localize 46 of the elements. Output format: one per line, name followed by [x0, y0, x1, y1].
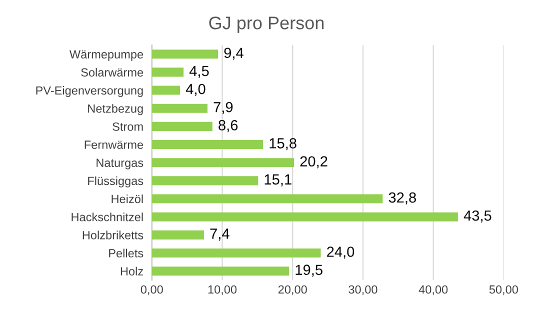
bar: [152, 248, 321, 258]
x-tick-label: 0,00: [140, 285, 163, 296]
data-label: 20,2: [300, 156, 328, 168]
y-tick-label: Hackschnitzel: [72, 212, 143, 222]
data-label: 8,6: [218, 120, 238, 132]
bar: [152, 212, 458, 222]
y-tick-label: Holz: [120, 266, 143, 276]
data-label: 15,1: [264, 174, 292, 186]
data-label: 4,0: [186, 84, 206, 96]
bar: [152, 158, 294, 168]
y-tick-label: Naturgas: [96, 158, 144, 170]
bar: [152, 230, 204, 240]
y-tick-label: Fernwärme: [84, 140, 144, 149]
data-label: 7,4: [210, 228, 230, 241]
bar: [152, 50, 218, 59]
x-tick-label: 50,00: [489, 285, 518, 296]
bar: [152, 86, 180, 95]
data-label: 4,5: [189, 66, 209, 78]
x-tick-label: 30,00: [348, 285, 378, 296]
x-tick-label: 40,00: [418, 285, 448, 296]
y-tick-label: Wärmepumpe: [69, 50, 144, 61]
y-tick-label: Netzbezug: [88, 104, 143, 116]
data-label: 32,8: [388, 192, 416, 204]
y-tick-label: Holzbriketts: [82, 230, 144, 240]
bar: [152, 68, 184, 77]
bar: [152, 140, 264, 150]
data-label: 9,4: [224, 48, 244, 60]
chart-title: GJ pro Person: [209, 16, 324, 33]
data-label: 43,5: [464, 210, 492, 222]
bar: [152, 194, 383, 204]
x-tick-label: 10,00: [208, 285, 237, 296]
bar: [152, 266, 290, 276]
bar: [152, 176, 258, 186]
y-tick-label: Pellets: [109, 248, 144, 258]
y-tick-label: Solarwärme: [81, 68, 144, 77]
bar: [152, 122, 212, 131]
data-label: 15,8: [270, 138, 296, 150]
y-tick-label: Heizöl: [112, 194, 143, 204]
bar: [152, 104, 208, 113]
data-label: 19,5: [296, 264, 322, 277]
x-tick-label: 20,00: [278, 285, 307, 296]
data-label: 24,0: [327, 246, 354, 259]
y-tick-label: Flüssiggas: [88, 176, 144, 188]
y-tick-label: Strom: [112, 122, 143, 131]
y-tick-label: PV-Eigenversorgung: [36, 86, 143, 98]
data-label: 7,9: [214, 102, 233, 114]
